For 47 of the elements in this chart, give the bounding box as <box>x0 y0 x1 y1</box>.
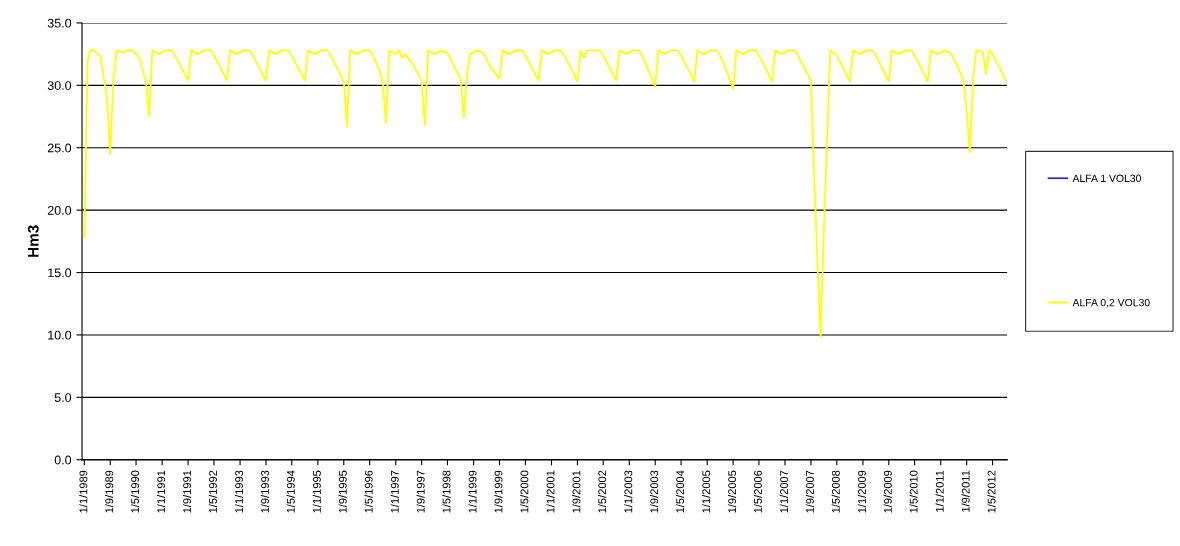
y-axis-title: Hm3 <box>27 225 39 257</box>
x-tick-label: 1/1/1999 <box>468 470 477 513</box>
x-tick-label: 1/1/1989 <box>79 470 88 513</box>
x-tick-label: 1/9/2005 <box>727 470 737 513</box>
x-tick-label: 1/5/2000 <box>520 470 529 513</box>
x-tick-label: 1/9/2007 <box>805 470 814 513</box>
x-tick-label: 1/5/2008 <box>831 470 840 513</box>
x-tick-label: 1/9/1997 <box>416 470 425 513</box>
y-tick-label: 15.0 <box>48 268 72 278</box>
x-tick-label: 1/9/1989 <box>105 470 114 513</box>
x-tick-label: 1/5/2010 <box>909 470 918 513</box>
x-tick-label: 1/1/2009 <box>857 470 866 513</box>
x-tick-label: 1/1/2007 <box>779 470 788 513</box>
x-tick-label: 1/5/1992 <box>208 470 217 513</box>
x-tick-label: 1/5/1994 <box>286 470 295 513</box>
legend-label: ALFA 1 VOL30 <box>1072 174 1142 182</box>
y-tick-label: 0.0 <box>54 455 72 465</box>
x-tick-label: 1/1/1995 <box>312 470 321 513</box>
x-tick-label: 1/5/1998 <box>442 470 451 513</box>
x-tick-label: 1/1/1993 <box>234 470 244 513</box>
y-tick-label: 25.0 <box>47 143 72 153</box>
x-tick-label: 1/1/2011 <box>935 470 944 512</box>
x-tick-label: 1/1/2003 <box>624 470 633 513</box>
x-tick-label: 1/5/2012 <box>987 470 996 513</box>
x-tick-label: 1/1/1997 <box>390 470 399 513</box>
x-tick-label: 1/5/2006 <box>753 470 762 513</box>
x-tick-label: 1/9/2003 <box>650 470 659 513</box>
x-tick-label: 1/5/2002 <box>598 470 607 513</box>
y-tick-label: 5.0 <box>54 393 72 402</box>
x-tick-label: 1/5/2004 <box>675 470 685 513</box>
x-tick-label: 1/9/2001 <box>572 470 581 513</box>
x-tick-label: 1/9/1999 <box>494 470 503 513</box>
y-tick-label: 30.0 <box>47 81 72 90</box>
x-tick-label: 1/9/2011 <box>961 470 970 512</box>
x-tick-label: 1/5/1990 <box>130 470 140 513</box>
legend-label: ALFA 0,2 VOL30 <box>1072 298 1150 308</box>
x-tick-label: 1/5/1996 <box>364 470 373 513</box>
x-tick-label: 1/9/1991 <box>182 470 192 513</box>
x-tick-label: 1/1/1991 <box>156 470 166 513</box>
y-tick-label: 20.0 <box>47 205 72 215</box>
x-tick-label: 1/9/2009 <box>883 470 892 513</box>
y-tick-label: 35.0 <box>47 18 72 28</box>
y-tick-label: 10.0 <box>48 330 72 340</box>
x-tick-label: 1/9/1995 <box>338 470 347 513</box>
x-tick-label: 1/1/2005 <box>702 470 711 513</box>
x-tick-label: 1/1/2001 <box>546 470 555 513</box>
x-tick-label: 1/9/1993 <box>260 470 269 513</box>
